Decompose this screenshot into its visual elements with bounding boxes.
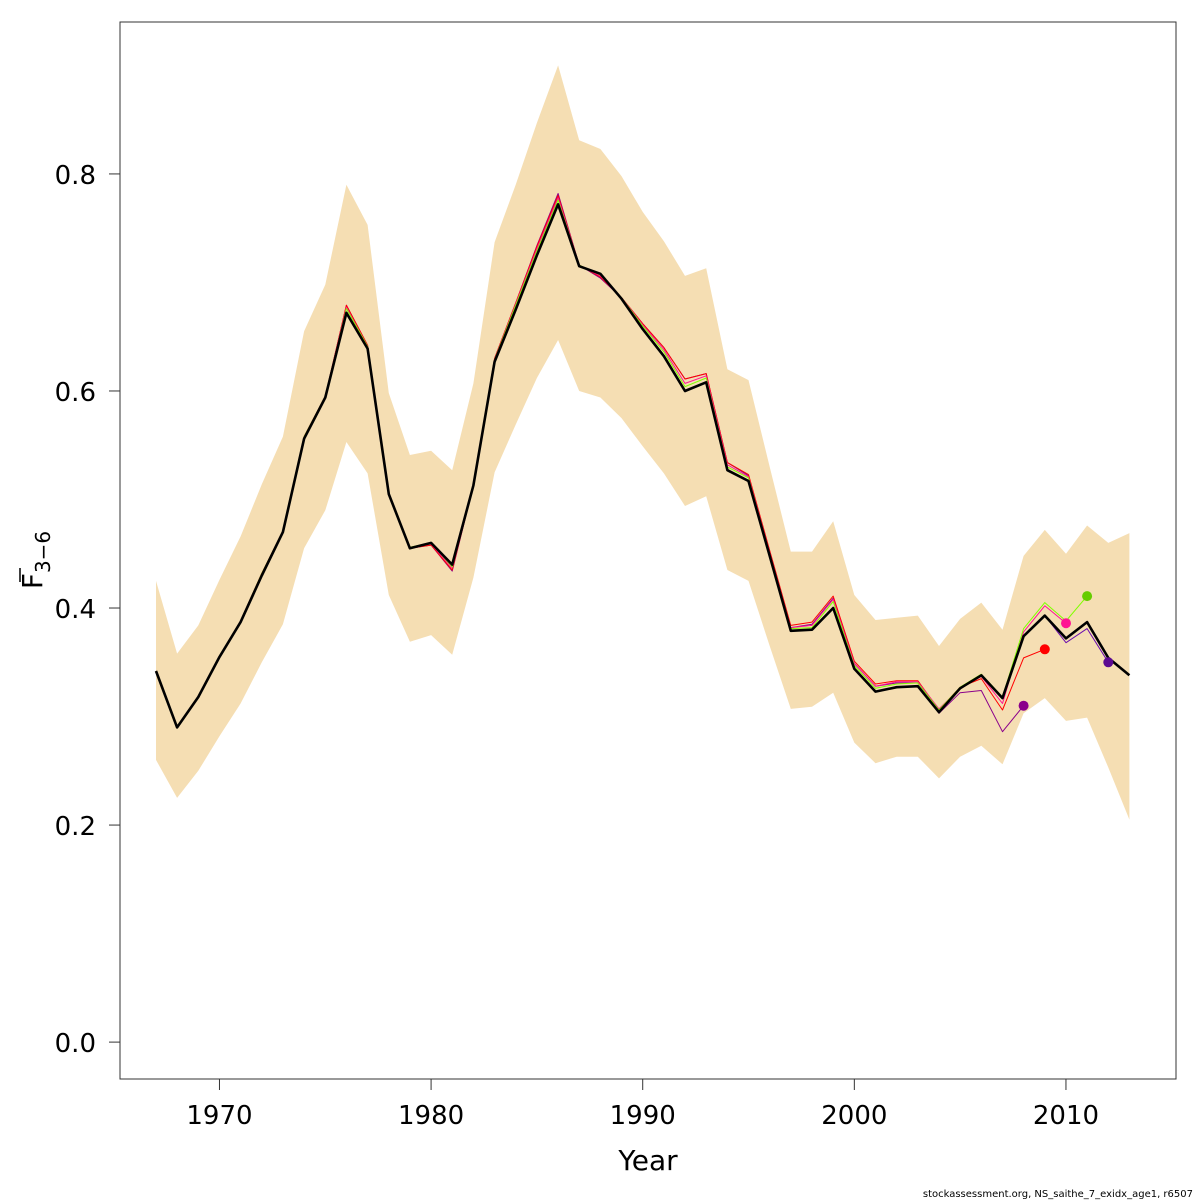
footer-credit: stockassessment.org, NS_saithe_7_exidx_a… <box>923 1189 1193 1200</box>
y-axis-title: F3−6 <box>16 531 55 589</box>
terminal-point-2008 <box>1018 700 1029 711</box>
svg-text:F3−6: F3−6 <box>16 531 55 589</box>
y-tick-label-0: 0.0 <box>55 1029 96 1059</box>
y-tick-label-2: 0.4 <box>55 595 96 625</box>
x-tick-label-2000: 2000 <box>821 1101 887 1131</box>
x-tick-label-1990: 1990 <box>610 1101 676 1131</box>
series-line-0 <box>154 203 1131 729</box>
x-tick-label-2010: 2010 <box>1033 1101 1099 1131</box>
y-axis-title-main: F <box>16 573 49 589</box>
y-axis-title-sub: 3−6 <box>31 531 55 573</box>
x-tick-label-1980: 1980 <box>398 1101 464 1131</box>
y-tick-label-1: 0.2 <box>55 812 96 842</box>
terminal-point-2012 <box>1103 657 1114 668</box>
x-tick-label-1970: 1970 <box>186 1101 252 1131</box>
y-tick-label-3: 0.6 <box>55 378 96 408</box>
terminal-point-2009 <box>1039 644 1050 655</box>
x-axis-title: Year <box>617 1144 678 1177</box>
terminal-point-2010 <box>1061 618 1071 629</box>
y-tick-label-4: 0.8 <box>55 161 96 191</box>
terminal-point-2011 <box>1082 591 1093 602</box>
confidence-band <box>156 65 1130 820</box>
